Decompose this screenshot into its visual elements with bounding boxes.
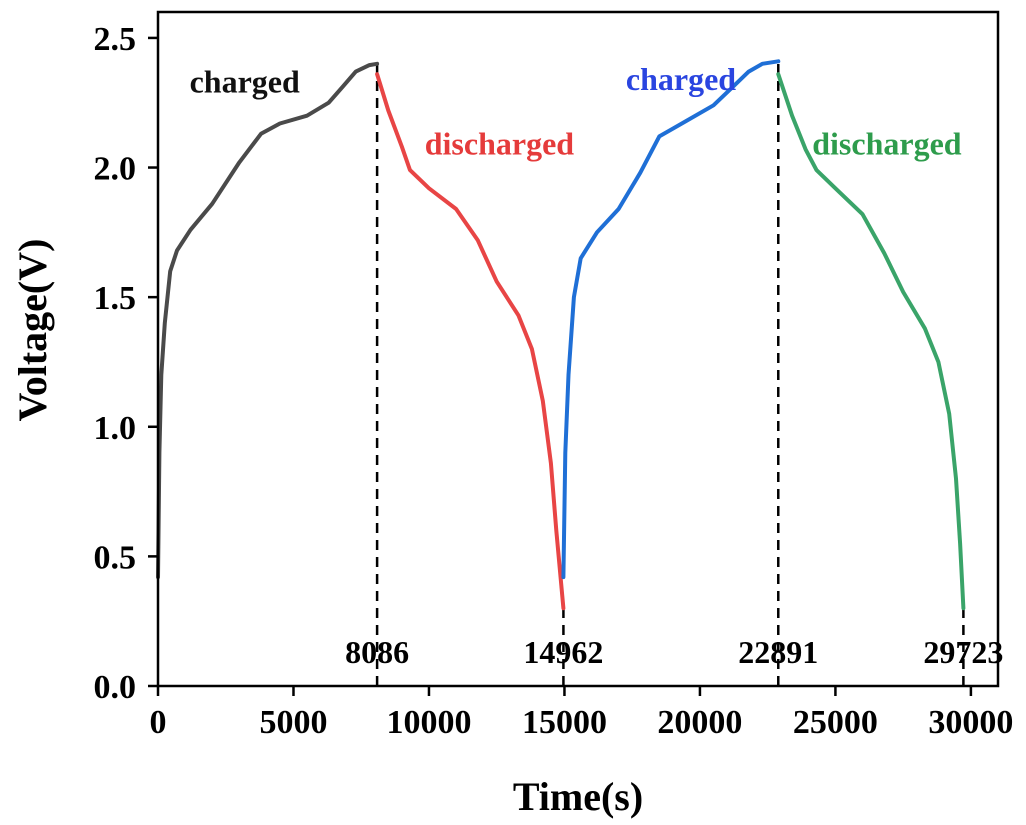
marker-label-8086: 8086: [345, 634, 409, 670]
y-tick-label: 0.0: [94, 669, 137, 706]
series-line-1: [156, 61, 380, 580]
x-tick-label: 0: [150, 704, 167, 741]
annotation-2: discharged: [425, 126, 575, 162]
x-tick-label: 15000: [522, 704, 607, 741]
y-tick-label: 2.5: [94, 21, 137, 58]
series-line-2: [375, 72, 566, 611]
y-tick-label: 1.0: [94, 410, 137, 447]
y-axis-title: Voltage(V): [10, 239, 55, 422]
plot-frame: [156, 10, 1000, 688]
series-line-4: [776, 72, 966, 611]
x-tick-label: 10000: [386, 704, 471, 741]
y-axis: 0.0 0.5 1.0 1.5 2.0 2.5: [94, 21, 158, 706]
y-tick-label: 0.5: [94, 539, 137, 576]
marker-label-14962: 14962: [523, 634, 603, 670]
annotation-3: charged: [626, 61, 736, 97]
x-axis-title: Time(s): [513, 774, 643, 819]
x-axis: 0 5000 10000 15000 20000 25000 30000: [150, 686, 1013, 741]
y-tick-label: 1.5: [94, 280, 137, 317]
x-tick-label: 20000: [657, 704, 742, 741]
series-line-3: [561, 59, 781, 580]
x-tick-label: 30000: [928, 704, 1013, 741]
plot-area: 8086 14962 22891 29723 charged discharged char…: [156, 59, 1003, 686]
marker-label-29723: 29723: [923, 634, 1003, 670]
x-tick-label: 5000: [259, 704, 327, 741]
marker-label-22891: 22891: [738, 634, 818, 670]
x-tick-label: 25000: [793, 704, 878, 741]
y-tick-label: 2.0: [94, 151, 137, 188]
annotation-1: charged: [190, 63, 300, 99]
annotation-4: discharged: [812, 126, 962, 162]
